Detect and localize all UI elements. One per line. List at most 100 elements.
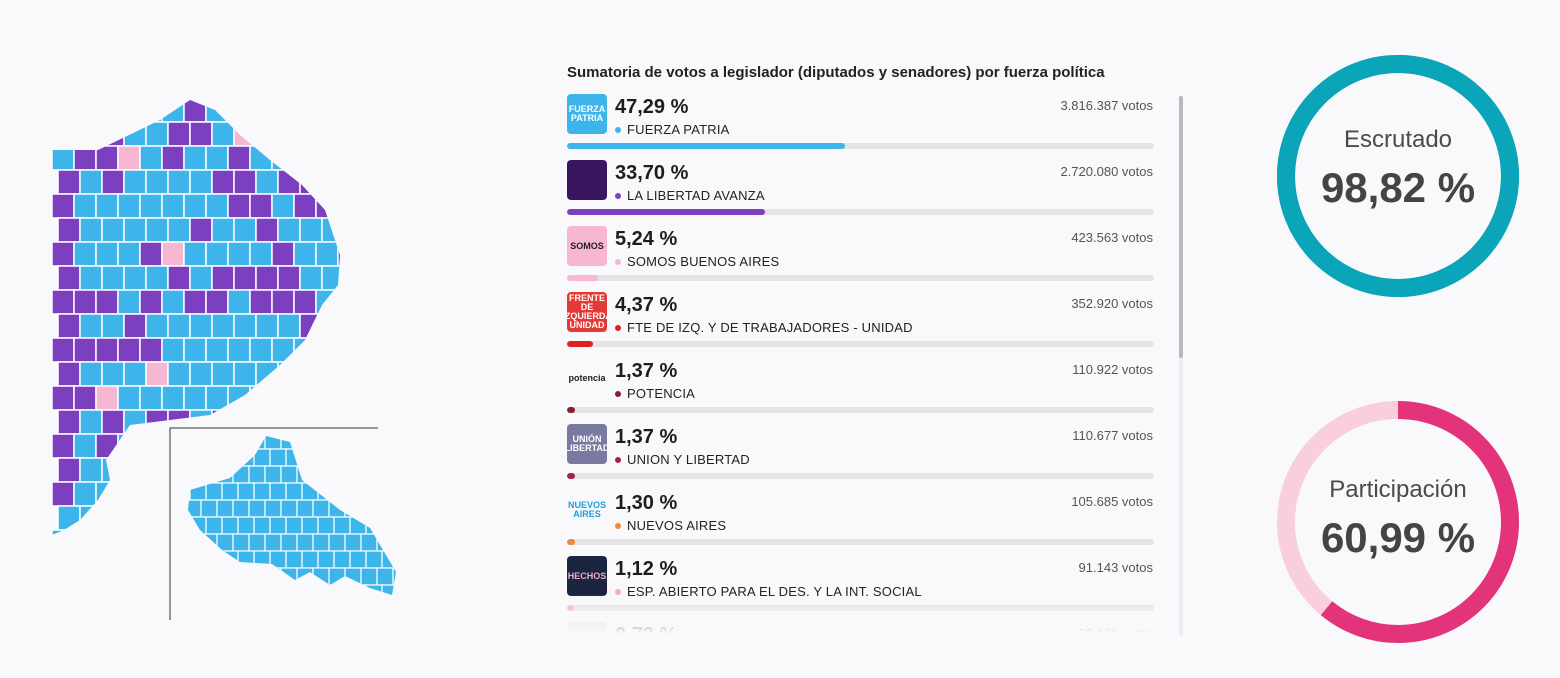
inset-district-tile[interactable]: [312, 499, 330, 518]
district-tile[interactable]: [344, 410, 366, 434]
district-tile[interactable]: [271, 385, 295, 411]
district-tile[interactable]: [344, 458, 366, 482]
district-tile[interactable]: [366, 362, 388, 386]
district-tile[interactable]: [101, 313, 125, 339]
district-tile[interactable]: [161, 241, 185, 267]
district-tile[interactable]: [139, 289, 163, 315]
district-tile[interactable]: [321, 265, 344, 291]
inset-district-tile[interactable]: [333, 550, 351, 569]
inset-district-tile[interactable]: [365, 482, 383, 501]
district-tile[interactable]: [249, 145, 273, 171]
district-tile[interactable]: [123, 217, 147, 243]
inset-district-tile[interactable]: [185, 465, 202, 484]
district-tile[interactable]: [167, 361, 191, 387]
inset-district-tile[interactable]: [216, 499, 234, 518]
inset-district-tile[interactable]: [264, 499, 282, 518]
district-tile[interactable]: [123, 361, 147, 387]
inset-district-tile[interactable]: [365, 550, 383, 569]
party-row[interactable]: FRENTE DE IZQUIERDA UNIDAD 4,37 % 352.920 …: [567, 292, 1157, 358]
district-tile[interactable]: [101, 265, 125, 291]
district-tile[interactable]: [205, 98, 229, 123]
district-tile[interactable]: [95, 481, 119, 507]
district-tile[interactable]: [189, 121, 213, 147]
district-tile[interactable]: [139, 241, 163, 267]
district-tile[interactable]: [277, 313, 301, 339]
district-tile[interactable]: [183, 98, 207, 123]
inset-district-tile[interactable]: [296, 465, 314, 484]
district-tile[interactable]: [315, 241, 339, 267]
district-tile[interactable]: [337, 98, 360, 123]
district-tile[interactable]: [52, 433, 75, 459]
party-row[interactable]: FUERZA PATRIA 47,29 % 3.816.387 votos FUERZ…: [567, 94, 1157, 160]
inset-district-tile[interactable]: [312, 465, 330, 484]
inset-district-tile[interactable]: [381, 550, 398, 569]
inset-district-tile[interactable]: [185, 432, 202, 450]
inset-district-tile[interactable]: [205, 448, 223, 467]
district-tile[interactable]: [139, 337, 163, 363]
inset-district-tile[interactable]: [392, 432, 400, 450]
district-tile[interactable]: [344, 362, 366, 386]
district-tile[interactable]: [315, 337, 339, 363]
inset-district-tile[interactable]: [189, 516, 207, 535]
district-tile[interactable]: [167, 409, 191, 435]
district-tile[interactable]: [315, 145, 339, 171]
district-tile[interactable]: [315, 193, 339, 219]
district-tile[interactable]: [366, 266, 388, 290]
district-tile[interactable]: [337, 241, 360, 267]
district-tile[interactable]: [73, 385, 97, 411]
inset-district-tile[interactable]: [264, 465, 282, 484]
inset-district-tile[interactable]: [392, 499, 400, 518]
inset-district-tile[interactable]: [317, 482, 335, 501]
district-tile[interactable]: [123, 409, 147, 435]
district-tile[interactable]: [101, 505, 125, 531]
district-tile[interactable]: [52, 385, 75, 411]
district-tile[interactable]: [101, 121, 125, 147]
district-tile[interactable]: [167, 505, 191, 531]
district-tile[interactable]: [255, 169, 279, 195]
inset-district-tile[interactable]: [280, 567, 298, 586]
district-tile[interactable]: [205, 193, 229, 219]
inset-district-tile[interactable]: [360, 465, 378, 484]
inset-district-tile[interactable]: [232, 465, 250, 484]
district-tile[interactable]: [167, 169, 191, 195]
district-tile[interactable]: [79, 121, 103, 147]
inset-district-tile[interactable]: [360, 533, 378, 552]
district-tile[interactable]: [189, 265, 213, 291]
inset-district-tile[interactable]: [280, 499, 298, 518]
district-tile[interactable]: [205, 385, 229, 411]
district-tile[interactable]: [167, 313, 191, 339]
district-tile[interactable]: [293, 433, 317, 459]
district-tile[interactable]: [139, 145, 163, 171]
district-tile[interactable]: [277, 169, 301, 195]
inset-district-tile[interactable]: [253, 516, 271, 535]
inset-district-tile[interactable]: [269, 550, 287, 569]
district-tile[interactable]: [211, 169, 235, 195]
district-tile[interactable]: [73, 193, 97, 219]
district-tile[interactable]: [360, 242, 382, 266]
district-tile[interactable]: [117, 98, 141, 123]
district-tile[interactable]: [183, 433, 207, 459]
inset-district-tile[interactable]: [398, 517, 400, 534]
inset-district-tile[interactable]: [349, 516, 367, 535]
district-tile[interactable]: [293, 145, 317, 171]
inset-district-tile[interactable]: [344, 567, 362, 586]
district-tile[interactable]: [117, 241, 141, 267]
inset-district-tile[interactable]: [392, 533, 400, 552]
district-tile[interactable]: [145, 361, 169, 387]
district-tile[interactable]: [321, 361, 344, 387]
district-tile[interactable]: [344, 170, 366, 194]
district-tile[interactable]: [255, 265, 279, 291]
inset-district-tile[interactable]: [232, 567, 250, 586]
inset-district-tile[interactable]: [237, 482, 255, 501]
list-scrollbar-thumb[interactable]: [1179, 96, 1183, 358]
inset-district-tile[interactable]: [328, 567, 346, 586]
district-tile[interactable]: [57, 265, 81, 291]
district-tile[interactable]: [233, 121, 257, 147]
district-tile[interactable]: [73, 481, 97, 507]
inset-district-tile[interactable]: [360, 567, 378, 586]
inset-district-tile[interactable]: [376, 432, 394, 450]
district-tile[interactable]: [315, 98, 339, 123]
inset-district-tile[interactable]: [344, 432, 362, 450]
district-tile[interactable]: [255, 217, 279, 243]
inset-district-tile[interactable]: [269, 448, 287, 467]
